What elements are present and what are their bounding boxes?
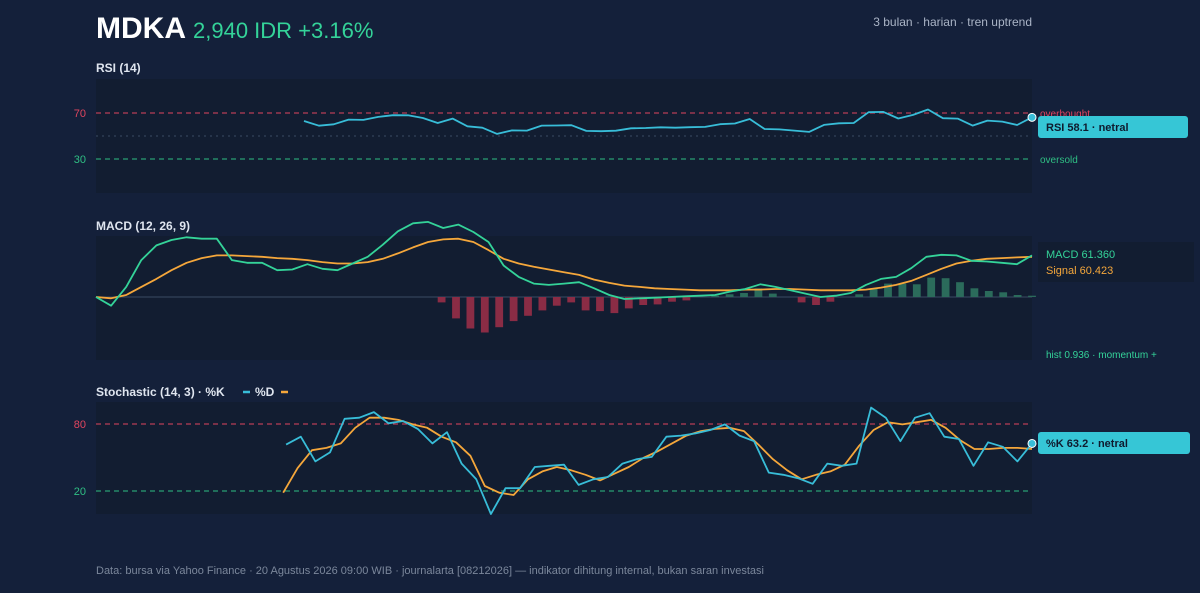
- rsi-ytick-30: 30: [74, 154, 86, 166]
- macd-hist-bar: [754, 288, 763, 297]
- rsi-ytick-70: 70: [74, 108, 86, 120]
- stoch-ytick-80: 80: [74, 419, 86, 431]
- rsi-line-end-dot: [1027, 112, 1037, 122]
- macd-hist-bar: [581, 297, 590, 311]
- rsi-badge: RSI 58.1 · netral: [1046, 122, 1129, 134]
- macd-hist-bar: [927, 277, 936, 297]
- macd-hist-bar: [797, 297, 806, 303]
- ticker-title: MDKA: [96, 12, 186, 45]
- macd-hist-bar: [999, 292, 1008, 297]
- macd-hist-bar: [912, 284, 921, 297]
- macd-line: [95, 221, 1033, 307]
- macd-hist-bar: [1028, 295, 1036, 297]
- macd-hist-bar: [884, 283, 892, 297]
- macd-hist-bar: [855, 294, 864, 297]
- stoch-k-line-end-dot: [1027, 438, 1037, 448]
- stoch-badge-bg: [1038, 432, 1190, 454]
- macd-hist-bar: [538, 297, 547, 311]
- stoch-badge: %K 63.2 · netral: [1046, 438, 1128, 450]
- macd-hist-bar: [826, 297, 835, 302]
- macd-hist-bar: [898, 283, 907, 297]
- macd-hist-bar: [480, 297, 489, 333]
- macd-readout-macd: MACD 61.360: [1046, 249, 1115, 261]
- macd-hist-bar: [509, 297, 518, 322]
- footer-source: Data: bursa via Yahoo Finance · 20 Agust…: [96, 565, 764, 577]
- macd-hist-bar: [596, 297, 604, 312]
- macd-hist-bar: [653, 297, 662, 305]
- macd-hist-bar: [552, 297, 561, 306]
- rsi-overbought-label: overbought: [1040, 109, 1090, 120]
- stoch-panel: [96, 402, 1032, 514]
- macd-hist-bar: [624, 297, 633, 309]
- macd-hist-bar: [812, 297, 820, 305]
- rsi-series: [303, 108, 1037, 135]
- macd-hist-bar: [610, 297, 619, 314]
- macd-hist-bar: [984, 291, 993, 297]
- macd-readout-hist: hist 0.936 · momentum +: [1046, 350, 1157, 361]
- macd-hist-bar: [725, 294, 734, 297]
- macd-hist-bar: [970, 288, 979, 297]
- macd-readout-box: [1038, 242, 1194, 282]
- signal-line: [95, 237, 1033, 300]
- rsi-badge-bg: [1038, 116, 1188, 138]
- macd-panel-title: MACD (12, 26, 9): [96, 219, 190, 233]
- macd-hist-bar: [869, 288, 878, 297]
- stoch-panel-title: Stochastic (14, 3) · %K: [96, 385, 225, 399]
- rsi-oversold-label: oversold: [1040, 155, 1078, 166]
- macd-series: [95, 221, 1033, 307]
- rsi-panel-title: RSI (14): [96, 61, 141, 75]
- macd-hist-bar: [524, 297, 532, 316]
- macd-histogram: [437, 277, 1036, 333]
- rsi-line: [303, 108, 1033, 135]
- macd-hist-bar: [437, 297, 446, 303]
- macd-hist-bar: [956, 282, 964, 297]
- macd-hist-bar: [668, 297, 676, 302]
- macd-hist-bar: [639, 297, 648, 305]
- macd-hist-bar: [682, 297, 691, 301]
- chart-meta: 3 bulan · harian · tren uptrend: [873, 15, 1032, 29]
- price-change: 2,940 IDR +3.16%: [193, 18, 373, 43]
- macd-hist-bar: [711, 295, 720, 297]
- stoch-legend-d-label: %D: [255, 385, 275, 399]
- macd-readout-signal: Signal 60.423: [1046, 265, 1113, 277]
- macd-hist-bar: [768, 293, 777, 297]
- stoch-k-line: [285, 406, 1033, 515]
- macd-hist-bar: [466, 297, 475, 329]
- macd-hist-bar: [740, 293, 748, 297]
- macd-hist-bar: [567, 297, 576, 303]
- macd-hist-bar: [452, 297, 460, 319]
- stoch-series: [282, 406, 1037, 515]
- macd-hist-bar: [1013, 295, 1022, 297]
- macd-panel: [96, 236, 1032, 360]
- stoch-ytick-20: 20: [74, 486, 86, 498]
- macd-hist-bar: [941, 278, 950, 297]
- macd-hist-bar: [495, 297, 504, 328]
